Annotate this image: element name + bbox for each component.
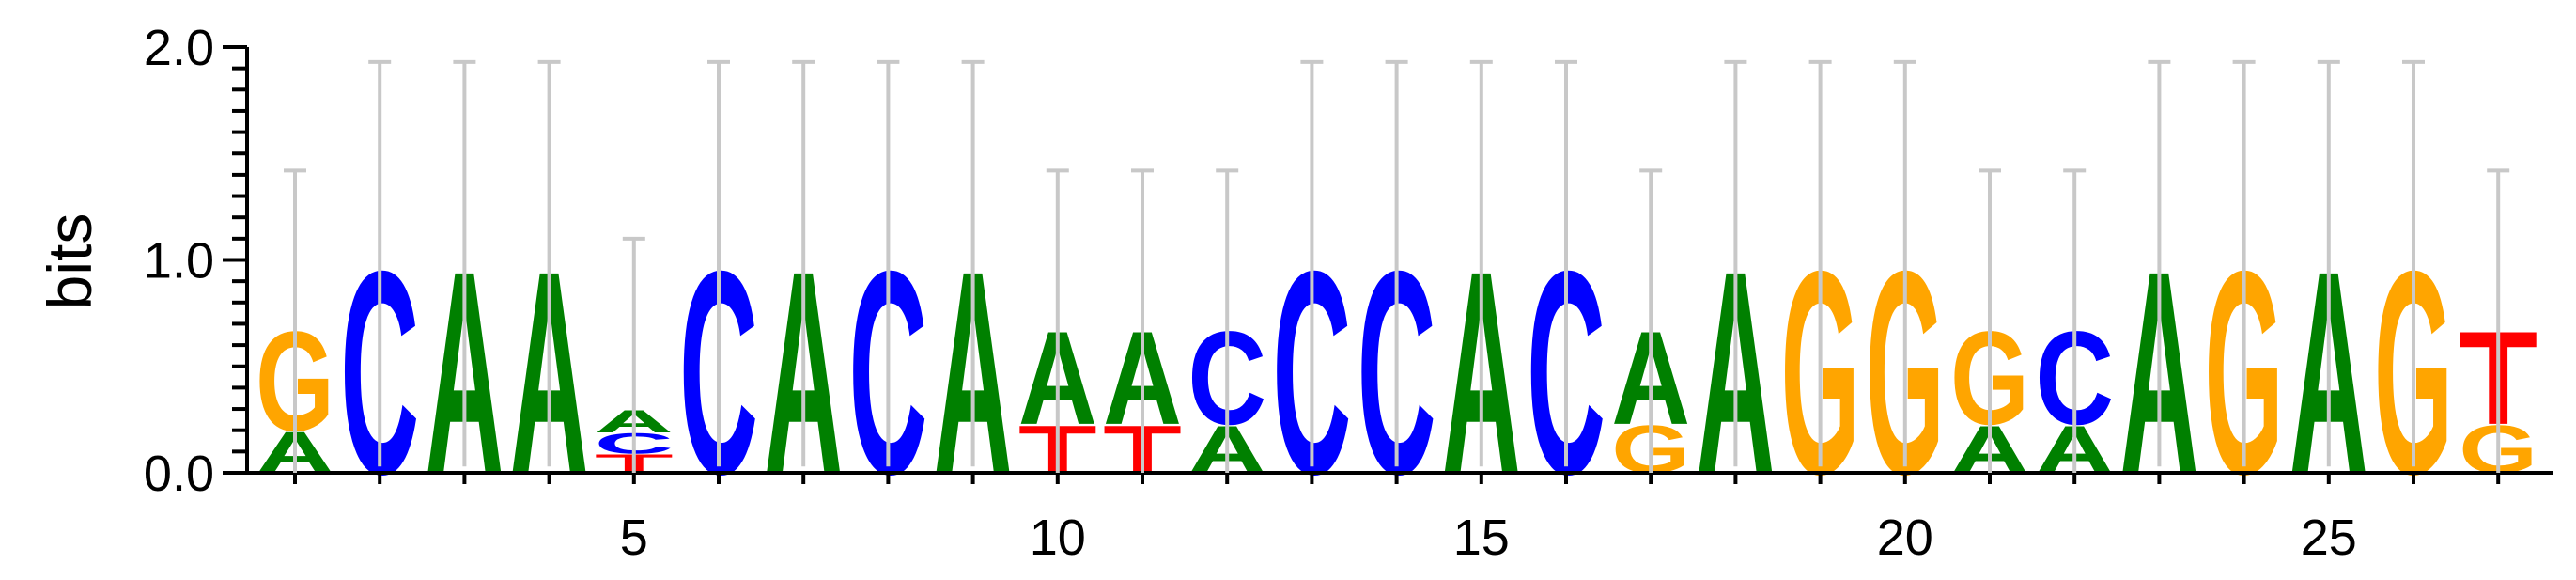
y-tick-label: 0.0 xyxy=(144,446,214,502)
x-tick-label: 20 xyxy=(1877,509,1933,566)
x-tick-label: 5 xyxy=(620,509,648,566)
x-tick-label: 25 xyxy=(2301,509,2357,566)
x-tick-label: 15 xyxy=(1453,509,1510,566)
y-axis-label: bits xyxy=(35,213,104,310)
error-bars xyxy=(284,59,2510,473)
y-tick-label: 1.0 xyxy=(144,233,214,290)
x-tick-label: 10 xyxy=(1030,509,1086,566)
y-tick-label: 2.0 xyxy=(144,20,214,76)
y-ticks: 0.0 1.0 2.0 xyxy=(144,20,247,502)
x-ticks: 5 10 15 20 25 xyxy=(293,473,2501,566)
